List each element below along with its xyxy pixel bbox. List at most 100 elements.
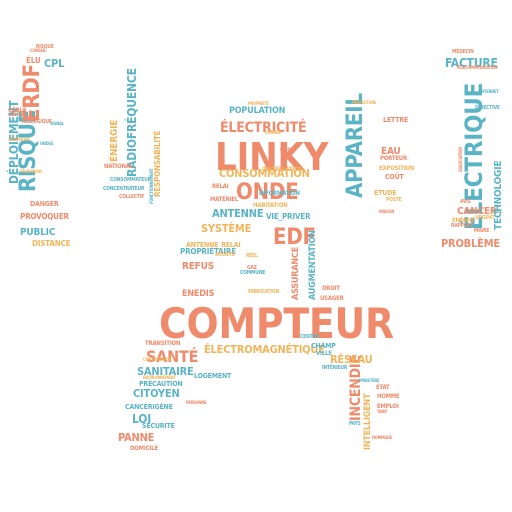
word-lettre: LETTRE (383, 116, 409, 124)
word-cable: CÂBLE (8, 107, 27, 114)
word-facture: FACTURE (445, 56, 498, 70)
word-television: TÉLÉVISION (20, 169, 42, 174)
word-taux: TAUX (492, 209, 502, 214)
word-maire: MAIRE (474, 228, 490, 234)
word-prefecture: PRÉFECTURE (352, 100, 377, 105)
word-sanitaire: SANITAIRE (137, 365, 194, 378)
word-loi: LOI (132, 412, 152, 426)
word-ministere: MINISTÈRE (359, 378, 380, 383)
word-interieur: INTÉRIEUR (322, 365, 348, 371)
word-internet: INTERNET (480, 89, 499, 94)
word-onde: ONDE (236, 180, 299, 205)
word-telecommunication: TÉLÉCOMMUNICATION (456, 65, 498, 70)
word-energie: ÉNERGIE (109, 119, 120, 162)
word-antenne: ANTENNE (212, 207, 264, 220)
word-conseil: CONSEIL (30, 48, 46, 53)
word-cancer: CANCER (457, 206, 497, 217)
word-securite: SÉCURITÉ (142, 422, 175, 430)
word-rapport: RAPPORT (451, 223, 474, 229)
word-cancerigene: CANCÉRIGÈNE (125, 403, 173, 411)
word-information: INFORMATION (259, 190, 300, 197)
word-client: CLIENT (280, 147, 293, 152)
word-champ: CHAMP (311, 342, 336, 350)
word-danger: DANGER (30, 200, 59, 208)
word-compteur: COMPTEUR (159, 299, 394, 348)
word-assurance: ASSURANCE (291, 246, 301, 300)
word-proprietaire: PROPRIÉTAIRE (180, 247, 236, 256)
word-collectif: COLLECTIF (119, 194, 145, 200)
word-domicile: DOMICILE (130, 445, 158, 452)
word-contrat: CONTRAT (8, 112, 26, 117)
word-directive: DIRECTIVE (475, 105, 500, 111)
word-maison: MAISON (379, 209, 395, 214)
word-electromagnetique: ÉLECTROMAGNÉTIQUE (204, 343, 325, 356)
word-installation: INSTALLATION (262, 166, 303, 173)
word-habitation: HABITATION (253, 202, 288, 209)
word-population: POPULATION (229, 106, 286, 116)
word-dommage: DOMMAGE (372, 435, 393, 440)
word-cpl: CPL (44, 57, 65, 70)
word-centre: CENTRE (300, 334, 319, 340)
word-droit: DROIT (322, 285, 340, 292)
word-allergique: ALLERGIQUE (22, 119, 52, 125)
word-poste: POSTE (386, 197, 402, 203)
word-personne: PERSONNE (186, 400, 207, 405)
word-elu: ÉLU (26, 56, 41, 65)
word-national: NATIONAL (104, 163, 134, 170)
word-emploi: EMPLOI (377, 403, 399, 410)
word-eau: EAU (381, 146, 401, 157)
word-urgent: URGENT (475, 215, 495, 221)
word-ville: VILLE (316, 350, 332, 357)
word-pays: PAYS (349, 421, 361, 427)
word-consommation: CONSOMMATION (219, 167, 310, 180)
word-propriete: PROPRIÉTÉ (248, 101, 269, 106)
word-antenne-relai: ANTENNE_RELAI (186, 241, 241, 249)
word-reseau: RÉSEAU (330, 353, 373, 366)
word-intelligent: INTELLIGENT (363, 393, 373, 450)
word-responsabilite: RESPONSABILITÉ (153, 130, 162, 197)
word-provoquer: PROVOQUER (20, 212, 69, 221)
word-vie-priver: VIE_PRIVER (266, 212, 311, 221)
word-linky: LINKY (215, 135, 329, 179)
word-etude: ÉTUDE (374, 189, 397, 197)
word-exposition: EXPOSITION (379, 165, 415, 172)
word-distance: DISTANCE (32, 239, 71, 248)
word-enfant: ENFANT (452, 217, 475, 224)
word-consommateur: CONSOMMATEUR (110, 177, 151, 183)
word-cout: COÛT (385, 173, 404, 181)
word-systeme: SYSTÈME (201, 222, 252, 235)
word-usager: USAGER (320, 295, 344, 302)
word-ondes: ONDES (40, 141, 54, 146)
word-environnement: ENVIRONNEMENT (143, 375, 176, 380)
word-sante: SANTÉ (146, 347, 199, 366)
word-homme: HOMME (377, 393, 400, 400)
word-societe: SOCIÉTÉ (215, 252, 235, 258)
word-porteur: PORTEUR (380, 155, 407, 162)
word-concentrateur: CONCENTRATEUR (103, 186, 145, 192)
word-public: PUBLIC (20, 227, 56, 238)
word-gaz: GAZ (247, 265, 257, 271)
word-technologie: TECHNOLOGIE (493, 160, 504, 230)
word-telephone: TÉLÉPHONE (8, 137, 31, 142)
word-medecin: MÉDECIN (452, 49, 474, 55)
word-donnee: DONNÉE (265, 130, 281, 135)
word-contestation: CONTESTATION (143, 357, 172, 362)
word-electricite: ÉLECTRICITÉ (220, 120, 307, 136)
word-precaution: PRÉCAUTION (139, 380, 183, 388)
word-appareil: APPAREIL (343, 93, 368, 198)
word-commune: COMMUNE (240, 270, 266, 276)
word-reel: RÉEL (246, 253, 258, 259)
word-panne: PANNE (118, 431, 155, 444)
word-edf: EDF (273, 225, 316, 250)
word-fabrication: FABRICATION (248, 289, 280, 295)
word-association: ASSOCIATION (458, 147, 463, 172)
word-refus: REFUS (182, 261, 215, 272)
word-augmentation: AUGMENTATION (308, 230, 318, 300)
word-avis: AVIS (460, 199, 471, 205)
word-fonctionnement: FONCTIONNEMENT (149, 168, 154, 204)
word-enedis: ENEDIS (182, 289, 215, 299)
word-materiel: MATÉRIEL (210, 196, 239, 203)
word-etat: ÉTAT (376, 384, 390, 391)
word-radiofrequence: RADIOFRÉQUENCE (125, 68, 139, 177)
